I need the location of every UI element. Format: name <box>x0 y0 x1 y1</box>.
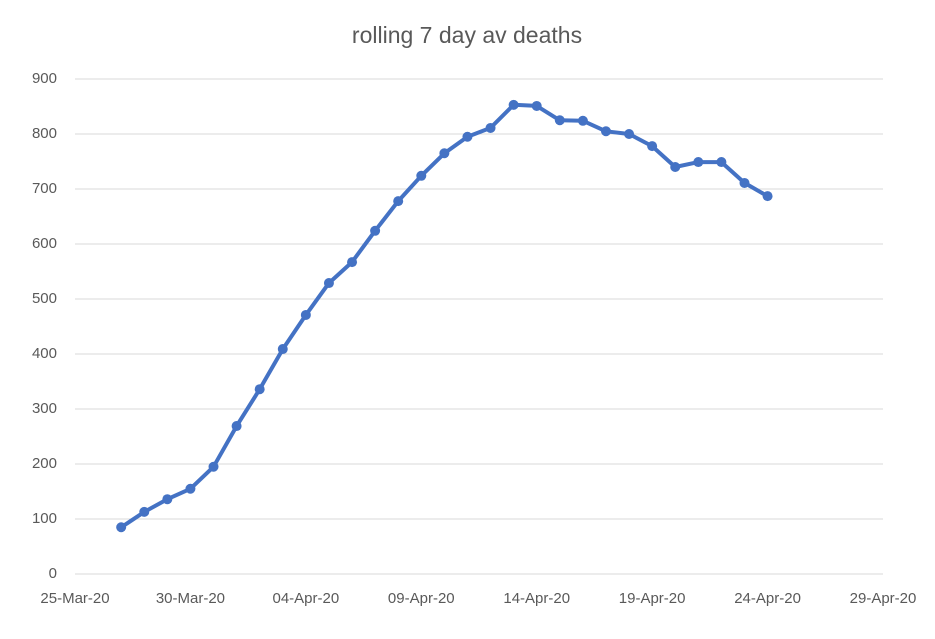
y-tick-label: 700 <box>32 180 57 197</box>
marker <box>600 126 611 137</box>
x-tick-label: 19-Apr-20 <box>619 590 686 607</box>
y-tick-label: 500 <box>32 290 57 307</box>
marker <box>531 100 542 111</box>
marker <box>139 506 150 517</box>
y-tick-label: 300 <box>32 400 57 417</box>
y-tick-label: 100 <box>32 510 57 527</box>
marker <box>185 483 196 494</box>
marker <box>254 384 265 395</box>
x-tick-label: 09-Apr-20 <box>388 590 455 607</box>
marker <box>347 257 358 268</box>
marker <box>416 170 427 181</box>
x-tick-label: 25-Mar-20 <box>40 590 109 607</box>
y-tick-label: 900 <box>32 70 57 87</box>
marker <box>277 344 288 355</box>
y-tick-label: 0 <box>49 565 57 582</box>
y-tick-label: 800 <box>32 125 57 142</box>
marker <box>624 129 635 139</box>
marker <box>208 461 219 472</box>
x-tick-label: 04-Apr-20 <box>273 590 340 607</box>
marker <box>647 141 658 152</box>
x-tick-label: 24-Apr-20 <box>734 590 801 607</box>
marker <box>462 131 473 142</box>
marker <box>670 162 681 172</box>
x-tick-label: 30-Mar-20 <box>156 590 225 607</box>
marker <box>116 522 127 533</box>
marker <box>762 191 773 202</box>
marker <box>693 157 704 168</box>
marker <box>485 122 496 133</box>
marker <box>716 157 727 168</box>
x-tick-label: 14-Apr-20 <box>503 590 570 607</box>
y-tick-label: 200 <box>32 455 57 472</box>
chart-title: rolling 7 day av deaths <box>352 22 582 48</box>
marker <box>300 309 311 320</box>
marker <box>577 115 588 126</box>
marker <box>323 278 334 289</box>
y-tick-label: 400 <box>32 345 57 362</box>
marker <box>231 421 242 432</box>
marker <box>370 225 381 236</box>
marker <box>393 196 404 207</box>
x-tick-label: 29-Apr-20 <box>850 590 917 607</box>
marker <box>508 99 519 110</box>
y-tick-label: 600 <box>32 235 57 252</box>
marker <box>739 177 750 188</box>
marker <box>162 494 173 505</box>
marker <box>554 115 565 126</box>
marker <box>439 148 450 159</box>
